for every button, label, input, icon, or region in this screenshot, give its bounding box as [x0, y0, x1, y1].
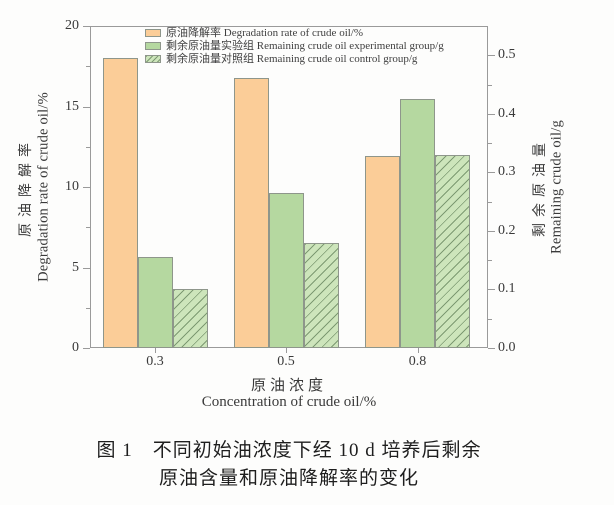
right-axis-title-en: Remaining crude oil/g: [548, 120, 565, 254]
left-axis-minor-tick: [86, 146, 90, 148]
left-axis-tick-label: 15: [65, 98, 79, 114]
bar-experimental-0.5: [268, 192, 304, 348]
legend-swatch-control: [145, 55, 161, 63]
left-axis-tick: [83, 26, 90, 27]
x-axis-tick-label: 0.8: [408, 354, 427, 369]
legend-row-experimental: 剩余原油量实验组 Remaining crude oil experimenta…: [145, 40, 444, 52]
right-axis-tick: [488, 172, 495, 174]
bar-control-0.3: [172, 289, 208, 348]
x-axis-tick: [286, 348, 287, 353]
legend-row-degradation: 原油降解率 Degradation rate of crude oil/%: [145, 27, 444, 39]
right-axis-tick-label: 0.1: [498, 281, 516, 297]
legend-label-control: 剩余原油量对照组 Remaining crude oil control gro…: [166, 53, 418, 65]
right-axis-tick: [488, 113, 495, 115]
left-axis-title-en: Degradation rate of crude oil/%: [35, 92, 52, 282]
bar-experimental-0.8: [400, 99, 435, 348]
bar-control-0.5: [303, 242, 339, 348]
left-axis-title-zh: 原油降解率: [19, 137, 34, 237]
right-axis-tick-label: 0.5: [498, 47, 516, 63]
left-axis-tick: [83, 348, 90, 349]
bar-control-0.8: [435, 154, 470, 348]
left-axis-tick-label: 0: [72, 340, 79, 355]
bar-degradation-0.8: [365, 156, 400, 348]
right-axis-tick: [488, 230, 495, 232]
right-axis-minor-tick: [488, 318, 492, 320]
left-axis-tick: [83, 106, 90, 108]
bar-degradation-0.3: [102, 58, 138, 348]
left-axis-minor-tick: [86, 307, 90, 309]
legend-label-degradation: 原油降解率 Degradation rate of crude oil/%: [166, 27, 364, 39]
right-axis-minor-tick: [488, 143, 492, 145]
legend-swatch-degradation: [145, 29, 161, 37]
right-axis-minor-tick: [488, 201, 492, 203]
x-axis-tick: [155, 348, 156, 353]
left-axis-tick-label: 10: [65, 179, 79, 194]
left-axis-tick: [83, 267, 90, 269]
x-axis-title-zh: 原油浓度: [250, 378, 327, 394]
figure-caption: 图 1 不同初始油浓度下经 10 d 培养后剩余 原油含量和原油降解率的变化: [0, 437, 578, 493]
legend-label-experimental: 剩余原油量实验组 Remaining crude oil experimenta…: [166, 40, 444, 52]
right-axis-tick-label: 0.2: [498, 222, 516, 238]
figure-caption-line1: 图 1 不同初始油浓度下经 10 d 培养后剩余: [96, 440, 482, 461]
x-axis-title-en: Concentration of crude oil/%: [201, 394, 377, 410]
right-axis-tick: [488, 55, 495, 57]
left-axis-tick-label: 5: [72, 259, 79, 275]
right-axis-minor-tick: [488, 260, 492, 262]
left-axis-minor-tick: [86, 227, 90, 229]
x-axis-tick: [417, 348, 419, 353]
left-axis-tick: [83, 187, 90, 188]
right-axis-tick-label: 0.4: [498, 105, 516, 121]
x-axis-tick-label: 0.5: [277, 354, 295, 369]
right-axis-tick: [488, 289, 495, 291]
left-axis-tick-label: 20: [65, 18, 79, 33]
bar-degradation-0.5: [233, 77, 269, 348]
bar-experimental-0.3: [137, 257, 173, 348]
legend-swatch-experimental: [145, 42, 161, 50]
right-axis-tick-label: 0.3: [498, 164, 516, 180]
right-axis-tick-label: 0.0: [498, 340, 516, 355]
legend: 原油降解率 Degradation rate of crude oil/% 剩余原…: [145, 27, 444, 65]
right-axis-tick: [488, 348, 495, 349]
left-axis-minor-tick: [86, 66, 90, 68]
right-axis-title-zh: 剩余原油量: [533, 137, 548, 237]
figure-caption-line2: 原油含量和原油降解率的变化: [158, 468, 419, 489]
legend-row-control: 剩余原油量对照组 Remaining crude oil control gro…: [145, 53, 444, 65]
x-axis-tick-label: 0.3: [146, 354, 164, 369]
right-axis-minor-tick: [488, 84, 492, 86]
